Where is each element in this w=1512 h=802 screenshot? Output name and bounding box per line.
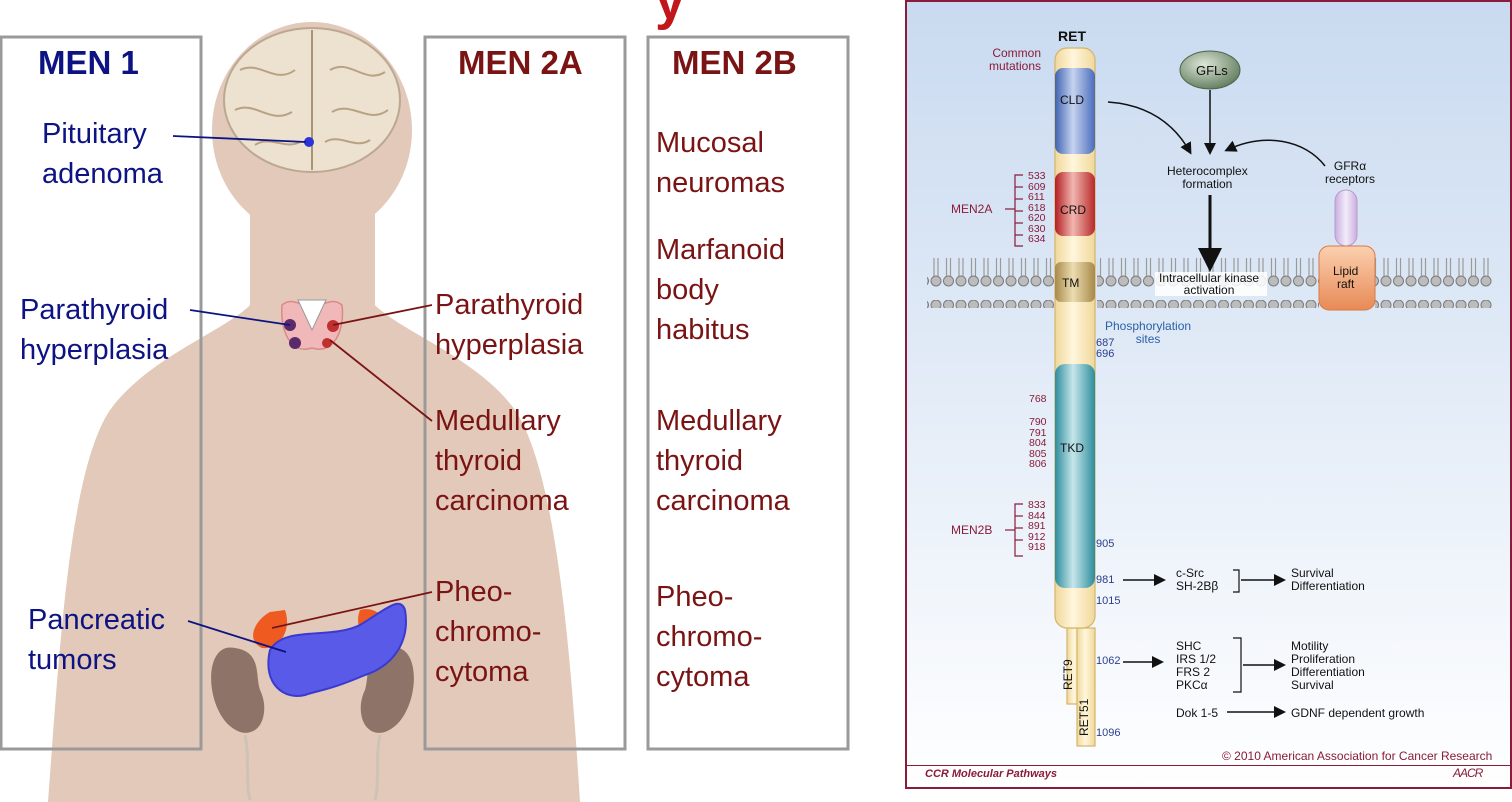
y981-effects: Survival Differentiation [1291,566,1365,593]
gfra-receptors-label: GFRα receptors [1325,159,1376,186]
lipid-raft-label: Lipid raft [1333,264,1359,291]
men2b-label: MEN2B [951,523,993,537]
tm-label: TM [1062,276,1080,290]
crd-label: CRD [1060,203,1086,217]
phospho-site-687-696: 687 696 [1096,337,1115,360]
dok-label: Dok 1-5 [1176,706,1219,720]
gfra-receptor [1334,189,1358,247]
men2a-codon-list: 533 609 611 618 620 630 634 [1028,170,1046,245]
kinase-activation-label: Intracellular kinase activation [1159,271,1260,297]
pituitary-dot [304,137,314,147]
heterocomplex-label: Heterocomplex formation [1167,164,1248,191]
men2b-bracket [1005,503,1023,557]
ret-pathway-panel: RET Common mutations CLD CRD TM TKD MEN2… [905,0,1512,790]
aacr-logo: AACR [1453,766,1483,780]
pointer-lines [172,135,433,653]
men2a-box [423,35,627,751]
phospho-site-1015: 1015 [1096,595,1121,607]
tkd-codon-list: 790 791 804 805 806 [1029,416,1047,470]
men1-box [0,35,203,751]
ret51-label: RET51 [1077,698,1091,736]
gdnf-growth-label: GDNF dependent growth [1291,706,1425,720]
men2b-box [646,35,850,751]
common-mutations-label: Common mutations [989,46,1042,73]
title-fragment: y [655,0,686,31]
men2a-bracket [1005,174,1023,247]
men2b-codon-list: 833 844 891 912 918 [1028,499,1046,553]
gfls-ligand [1179,50,1241,90]
adrenal-left-icon [253,610,288,649]
pathway-arrows [1107,90,1326,718]
footer-rule [905,765,1512,766]
men2a-label: MEN2A [951,202,993,216]
phospho-site-1096: 1096 [1096,727,1121,739]
men-syndromes-panel: y MEN 1 Pituitary adenoma Parathyroid hy… [0,0,850,802]
tm-domain [1055,262,1095,302]
crd-domain [1055,172,1095,236]
phospho-site-1062: 1062 [1096,655,1121,667]
y1062-partners: SHC IRS 1/2 FRS 2 PKCα [1176,639,1217,692]
men2a-medullary-label: Medullary thyroid carcinoma [435,405,569,517]
phospho-site-905: 905 [1096,538,1115,550]
men1-parathyroid-label: Parathyroid hyperplasia [20,294,169,366]
panel-background [905,0,1512,790]
pancreatic-tumors-label: Pancreatic tumors [28,604,166,676]
men2a-parathyroid-label: Parathyroid hyperplasia [435,289,584,361]
men1-header: MEN 1 [38,44,139,81]
kinase-label-bg [1155,272,1267,296]
thyroid-icon [281,299,344,350]
marfanoid-label: Marfanoid body habitus [656,234,785,346]
body-illustration [0,22,850,802]
cld-domain [1055,68,1095,154]
men2b-header: MEN 2B [672,44,797,81]
phosphorylation-sites-label: Phosphorylation sites [1105,319,1192,346]
men2a-pheo-label: Pheo- chromo- cytoma [435,576,542,688]
copyright-text: © 2010 American Association for Cancer R… [1222,749,1493,763]
men2b-medullary-label: Medullary thyroid carcinoma [656,405,790,517]
cld-label: CLD [1060,93,1085,107]
tkd-codon-768: 768 [1029,393,1047,405]
pituitary-adenoma-label: Pituitary adenoma [42,118,163,190]
pancreas-icon [267,602,407,697]
ret-pathway-diagram [905,0,1512,790]
y1062-effects: Motility Proliferation Differentiation S… [1291,639,1365,692]
footer-journal-name: CCR Molecular Pathways [925,768,1058,780]
y981-partners: c-Src SH-2Bβ [1176,566,1219,593]
lipid-raft [1318,245,1376,311]
ret9-label: RET9 [1061,659,1075,690]
men2a-header: MEN 2A [458,44,583,81]
tkd-label: TKD [1060,441,1084,455]
gfls-label: GFLs [1196,63,1228,78]
phospho-site-981: 981 [1096,574,1115,586]
ret-receptor [1054,47,1096,747]
ret-label: RET [1058,28,1086,44]
mucosal-neuromas-label: Mucosal neuromas [656,127,785,199]
tkd-domain [1055,364,1095,588]
panel-frame [905,0,1512,789]
men2b-pheo-label: Pheo- chromo- cytoma [656,581,763,693]
brain-icon [223,27,401,173]
